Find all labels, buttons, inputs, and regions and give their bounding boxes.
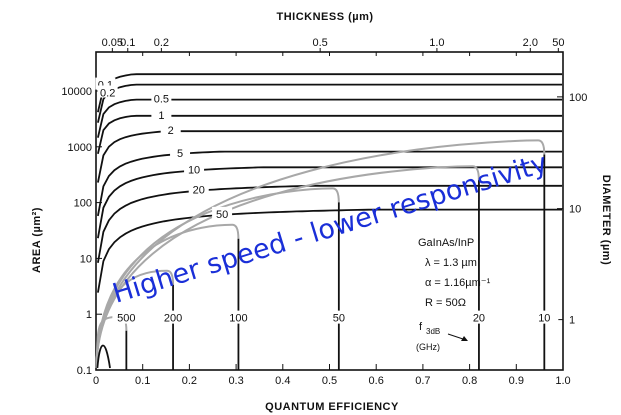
top-tick-label: 50 bbox=[552, 37, 564, 49]
right-tick-label: 10 bbox=[569, 204, 581, 216]
transit-label: 20 bbox=[473, 313, 485, 325]
x-tick-label: 0.2 bbox=[182, 375, 197, 387]
top-tick-label: 0.1 bbox=[120, 37, 135, 49]
transit-arch bbox=[95, 165, 480, 369]
transit-label-bg bbox=[112, 310, 141, 324]
contour-label: 10 bbox=[188, 164, 200, 176]
top-tick-label: 0.05 bbox=[102, 37, 123, 49]
transit-label-bg bbox=[224, 310, 253, 324]
contour-label-bg bbox=[188, 182, 209, 195]
x-tick-label: 0.7 bbox=[415, 375, 430, 387]
right-tick-label: 100 bbox=[569, 92, 587, 104]
transit-label: 100 bbox=[229, 313, 247, 325]
x-tick-label: 0.8 bbox=[462, 375, 477, 387]
x-tick-label: 0.9 bbox=[509, 375, 524, 387]
contour-label-bg bbox=[151, 91, 172, 104]
contour-label-bg bbox=[184, 162, 205, 175]
right-axis-title: DIAMETER (µm) bbox=[600, 175, 612, 265]
y-tick-label: 100 bbox=[74, 198, 92, 210]
contour-line bbox=[97, 208, 563, 293]
f3db-unit: (GHz) bbox=[416, 342, 440, 352]
contour-label: 20 bbox=[193, 185, 205, 197]
material-label: GaInAs/InP bbox=[418, 237, 474, 249]
transit-label-bg bbox=[324, 310, 353, 324]
contour-label: 0.5 bbox=[154, 94, 169, 106]
x-axis-title: QUANTUM EFFICIENCY bbox=[265, 401, 399, 413]
transit-label: 500 bbox=[117, 313, 135, 325]
contour-line bbox=[97, 184, 563, 263]
contour-line bbox=[97, 83, 563, 123]
x-tick-label: 0.6 bbox=[369, 375, 384, 387]
transit-label-bg bbox=[159, 310, 188, 324]
contour-line bbox=[97, 98, 563, 138]
transit-arch bbox=[95, 139, 546, 369]
wavelength-label: λ = 1.3 µm bbox=[425, 257, 477, 269]
top-tick-label: 1.0 bbox=[429, 37, 444, 49]
contour-label: 1 bbox=[158, 110, 164, 122]
transit-label: 200 bbox=[164, 313, 182, 325]
y-tick-label: 10000 bbox=[61, 86, 92, 98]
x-tick-label: 0 bbox=[93, 375, 99, 387]
y-tick-label: 0.1 bbox=[77, 365, 92, 377]
origin-curve bbox=[96, 344, 111, 369]
contour-line bbox=[97, 114, 563, 155]
f3db-symbol: f bbox=[419, 321, 423, 333]
x-tick-label: 1.0 bbox=[555, 375, 570, 387]
transit-label-bg bbox=[464, 310, 493, 324]
top-tick-label: 0.2 bbox=[154, 37, 169, 49]
contour-label: 0.2 bbox=[100, 87, 115, 99]
resistance-label: R = 50Ω bbox=[425, 297, 466, 309]
contour-label-bg bbox=[151, 107, 172, 120]
transit-label: 10 bbox=[538, 313, 550, 325]
f3db-label: f 3dB (GHz) bbox=[416, 321, 468, 352]
right-tick-label: 1 bbox=[569, 315, 575, 327]
contour-label-bg bbox=[160, 123, 181, 136]
x-tick-label: 0.4 bbox=[275, 375, 290, 387]
contour-label: 50 bbox=[216, 209, 228, 221]
contour-line bbox=[97, 166, 563, 239]
x-tick-label: 0.1 bbox=[135, 375, 150, 387]
y-tick-label: 1 bbox=[86, 309, 92, 321]
y-axis-title: AREA (µm²) bbox=[31, 207, 43, 273]
f3db-subscript: 3dB bbox=[426, 327, 440, 336]
material-annotation: GaInAs/InP λ = 1.3 µm α = 1.16µm⁻¹ R = 5… bbox=[418, 237, 491, 309]
contour-label-bg bbox=[212, 206, 233, 219]
top-axis-title: THICKNESS (µm) bbox=[276, 11, 373, 23]
contour-label-bg bbox=[170, 145, 191, 158]
transit-label: 50 bbox=[333, 313, 345, 325]
contour-label: 2 bbox=[168, 125, 174, 137]
top-tick-label: 0.5 bbox=[313, 37, 328, 49]
top-tick-label: 2.0 bbox=[523, 37, 538, 49]
contour-label-bg bbox=[97, 85, 118, 98]
transit-label-bg bbox=[530, 310, 559, 324]
y-tick-label: 1000 bbox=[68, 142, 92, 154]
f3db-arrowhead bbox=[461, 336, 468, 341]
x-tick-label: 0.3 bbox=[228, 375, 243, 387]
absorption-label: α = 1.16µm⁻¹ bbox=[425, 277, 491, 289]
contour-label: 5 bbox=[177, 148, 183, 160]
y-tick-label: 10 bbox=[80, 253, 92, 265]
x-tick-label: 0.5 bbox=[322, 375, 337, 387]
contour-line bbox=[97, 73, 563, 113]
